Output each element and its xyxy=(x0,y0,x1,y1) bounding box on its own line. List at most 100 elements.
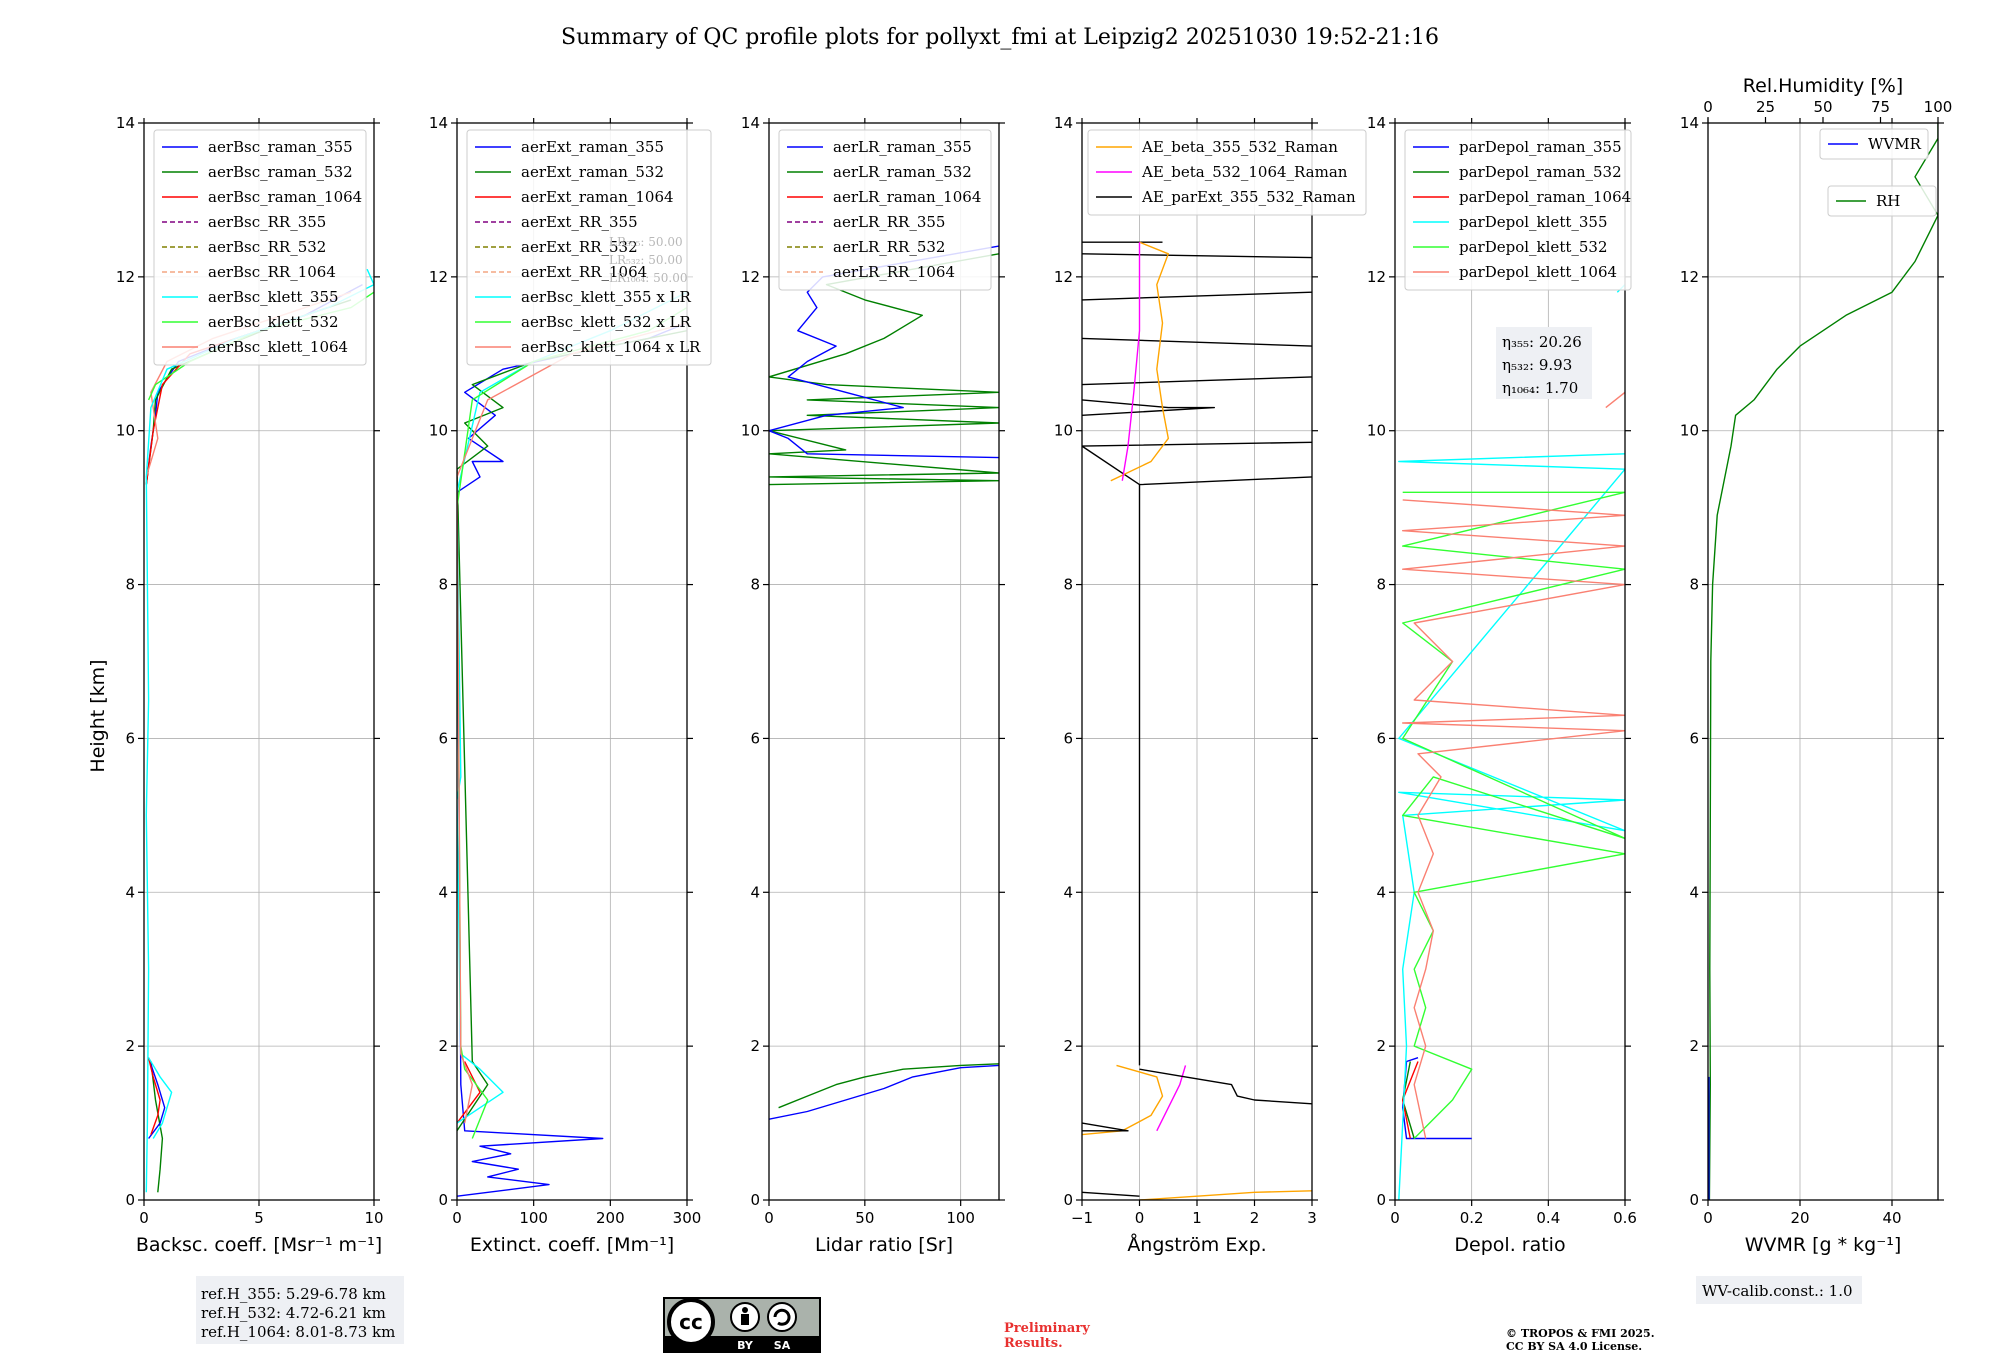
top-axis-label: Rel.Humidity [%] xyxy=(1743,75,1903,97)
legend-entry: aerBsc_klett_532 xyxy=(208,313,339,331)
series-line-1 xyxy=(457,322,687,1197)
y-tick-label: 12 xyxy=(116,268,135,286)
series-line-2 xyxy=(778,1063,999,1109)
series-line-13 xyxy=(1082,253,1312,259)
series-line-6 xyxy=(1402,499,1625,1139)
y-tick-label: 8 xyxy=(1689,576,1699,594)
panel-3: 0 50 100 0 2 4 6 8 10 12 14 Lidar ratio [Sr] aerLR_r… xyxy=(741,114,1005,1256)
y-tick-label: 14 xyxy=(1367,114,1386,132)
series-group xyxy=(1082,241,1312,1200)
series-line-1 xyxy=(1708,123,1938,1200)
x-axis-label: WVMR [g * kg⁻¹] xyxy=(1745,1234,1902,1256)
preliminary-line2: Results. xyxy=(1004,1336,1063,1351)
y-tick-label: 4 xyxy=(438,883,448,901)
y-tick-label: 6 xyxy=(125,729,135,747)
legend: aerBsc_raman_355 aerBsc_raman_532 aerBsc_r… xyxy=(153,129,367,366)
cc-license-badge[interactable]: cc BY SA xyxy=(663,1297,821,1353)
y-tick-label: 8 xyxy=(438,576,448,594)
x-tick-label: 3 xyxy=(1307,1209,1317,1227)
y-axis-label: Height [km] xyxy=(87,659,109,772)
y-tick-label: 6 xyxy=(1689,729,1699,747)
x-tick-label: 2 xyxy=(1250,1209,1260,1227)
series-line-16 xyxy=(1121,242,1141,481)
x-tick-label: 100 xyxy=(519,1209,548,1227)
legend-entry: aerExt_raman_1064 xyxy=(521,188,674,206)
axes-frame xyxy=(456,122,688,1201)
series-line-9 xyxy=(1082,399,1215,416)
series-line-3 xyxy=(457,1061,481,1124)
y-tick-label: 6 xyxy=(750,729,760,747)
legend-entry: parDepol_raman_1064 xyxy=(1459,188,1631,206)
legend-entry: aerBsc_RR_355 xyxy=(208,213,326,231)
y-tick-label: 0 xyxy=(125,1191,135,1209)
y-tick-label: 8 xyxy=(125,576,135,594)
axes-frame xyxy=(1394,122,1626,1201)
series-line-1 xyxy=(769,1064,999,1120)
y-tick-label: 2 xyxy=(438,1037,448,1055)
y-tick-label: 4 xyxy=(1689,883,1699,901)
y-tick-label: 12 xyxy=(741,268,760,286)
y-tick-label: 2 xyxy=(1063,1037,1073,1055)
x-axis-label: Lidar ratio [Sr] xyxy=(815,1234,953,1256)
legend-entry: aerBsc_klett_1064 x LR xyxy=(521,338,701,356)
legend-entry: aerLR_RR_532 xyxy=(833,238,945,256)
y-tick-label: 0 xyxy=(1376,1191,1386,1209)
legend-entry: aerExt_raman_355 xyxy=(521,138,664,156)
x-axis-label: Extinct. coeff. [Mm⁻¹] xyxy=(470,1234,674,1256)
top-x-tick-label: 25 xyxy=(1756,98,1775,116)
lidar-ratio-note: LR₃₅₅: 50.00 xyxy=(609,235,683,249)
series-line-7 xyxy=(150,1061,164,1193)
y-tick-label: 10 xyxy=(1680,422,1699,440)
cc-icon xyxy=(667,1298,715,1346)
x-tick-label: 0 xyxy=(1703,1209,1713,1227)
series-line-8 xyxy=(1082,441,1312,486)
panel-5: 0 0.2 0.4 0.6 0 2 4 6 8 10 12 14 Depol. ratio parDepo… xyxy=(1367,114,1637,1256)
y-tick-label: 12 xyxy=(429,268,448,286)
y-tick-label: 4 xyxy=(750,883,760,901)
x-tick-label: −1 xyxy=(1071,1209,1093,1227)
x-tick-label: 300 xyxy=(673,1209,702,1227)
y-tick-label: 8 xyxy=(750,576,760,594)
legend: WVMR RH xyxy=(1819,128,1937,217)
y-tick-label: 4 xyxy=(125,883,135,901)
y-tick-label: 2 xyxy=(750,1037,760,1055)
series-group xyxy=(769,245,999,1120)
series-group xyxy=(1398,284,1625,1200)
x-tick-label: 50 xyxy=(855,1209,874,1227)
panel-1: 0 5 10 0 2 4 6 8 10 12 14 Backsc. coeff. [Msr⁻¹ m⁻¹… xyxy=(116,114,384,1256)
y-tick-label: 6 xyxy=(438,729,448,747)
legend-entry: AE_beta_532_1064_Raman xyxy=(1141,163,1348,181)
legend: parDepol_raman_355 parDepol_raman_532 parD… xyxy=(1404,129,1632,291)
series-line-3 xyxy=(769,253,999,486)
series-line-10 xyxy=(1082,376,1312,386)
legend: AE_beta_355_532_Raman AE_beta_532_1064_Ra… xyxy=(1087,129,1367,216)
legend-entry: aerLR_RR_355 xyxy=(833,213,945,231)
top-x-tick-label: 0 xyxy=(1703,98,1713,116)
x-tick-label: 0.6 xyxy=(1613,1209,1637,1227)
y-tick-label: 4 xyxy=(1063,883,1073,901)
series-line-4 xyxy=(1082,1122,1129,1132)
eta-value: η₅₃₂: 9.93 xyxy=(1502,356,1572,374)
x-tick-label: 0 xyxy=(139,1209,149,1227)
y-tick-label: 2 xyxy=(1689,1037,1699,1055)
axes-frame xyxy=(768,122,1000,1201)
x-tick-label: 40 xyxy=(1882,1209,1901,1227)
legend-entry: aerExt_raman_532 xyxy=(521,163,664,181)
wv-calib-box: WV-calib.const.: 1.0 xyxy=(1696,1276,1862,1304)
x-tick-label: 10 xyxy=(364,1209,383,1227)
wv-calib-text: WV-calib.const.: 1.0 xyxy=(1702,1282,1853,1300)
y-tick-label: 10 xyxy=(1367,422,1386,440)
y-tick-label: 14 xyxy=(1054,114,1073,132)
sa-icon xyxy=(767,1302,797,1332)
legend-entry: parDepol_klett_532 xyxy=(1459,238,1608,256)
eta-value: η₃₅₅: 20.26 xyxy=(1502,333,1582,351)
x-tick-label: 0 xyxy=(764,1209,774,1227)
legend-entry: WVMR xyxy=(1868,135,1922,153)
y-tick-label: 12 xyxy=(1367,268,1386,286)
panel-6: 0 20 40 0 2 4 6 8 10 12 14 WVMR [g * kg⁻¹] 0 25 50 75 10… xyxy=(1680,75,1952,1256)
ref-height-box: ref.H_355: 5.29-6.78 km ref.H_532: 4.72-… xyxy=(196,1276,404,1344)
y-tick-label: 2 xyxy=(125,1037,135,1055)
x-tick-label: 200 xyxy=(596,1209,625,1227)
